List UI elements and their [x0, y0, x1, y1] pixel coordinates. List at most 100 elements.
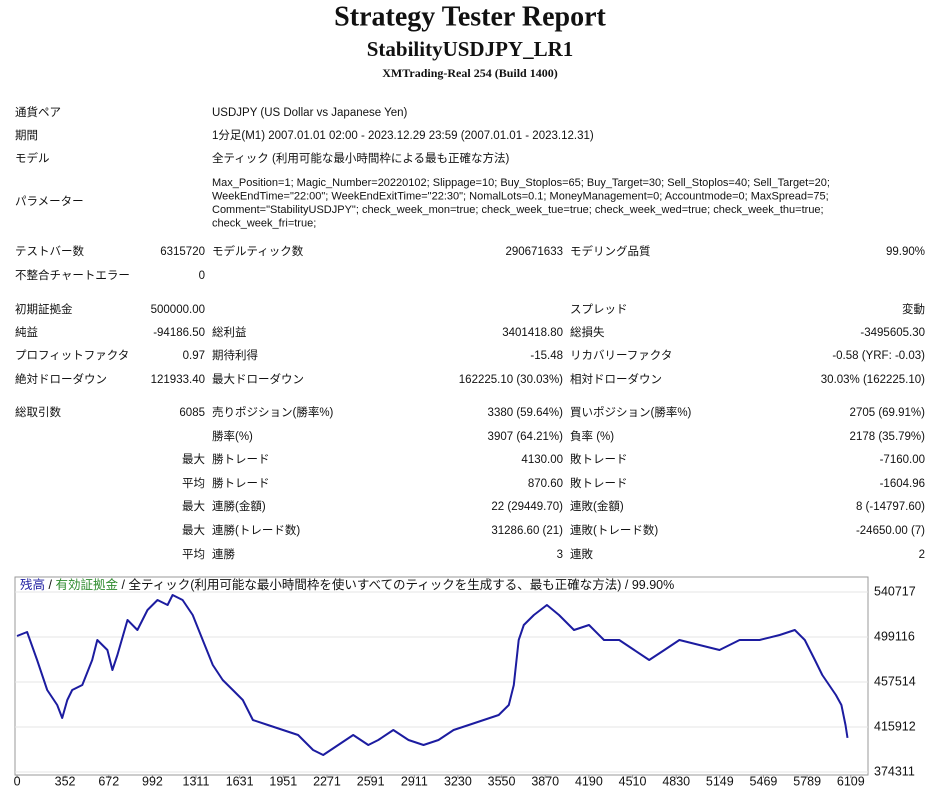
- legend-quality: 99.90%: [632, 578, 674, 592]
- cell-value: 2705 (69.91%): [850, 407, 926, 419]
- cell-value: 6085: [179, 407, 205, 419]
- cell-value: 870.60: [528, 478, 563, 490]
- cell-label: 絶対ドローダウン: [15, 372, 107, 386]
- cell-label: 不整合チャートエラー: [15, 268, 130, 282]
- cell-value: 121933.40: [151, 374, 205, 386]
- legend-model: 全ティック(利用可能な最小時間枠を使いすべてのティックを生成する、最も正確な方法…: [128, 577, 621, 592]
- cell-value: -24650.00 (7): [856, 525, 925, 537]
- legend-balance: 残高: [20, 577, 45, 592]
- cell-label: 通貨ペア: [15, 105, 61, 119]
- cell-label: 連勝(金額): [212, 499, 266, 513]
- y-tick-label: 374311: [874, 764, 915, 778]
- cell-value: 平均: [182, 477, 205, 490]
- parameter-line: WeekEndTime="22:00"; WeekEndExitTime="22…: [212, 190, 829, 202]
- cell-label: 勝トレード: [212, 476, 270, 490]
- cell-value: 変動: [902, 302, 925, 316]
- cell-value: 0: [199, 270, 205, 282]
- cell-value: 平均: [182, 548, 205, 561]
- cell-label: 純益: [15, 325, 38, 339]
- cell-value: 162225.10 (30.03%): [459, 374, 563, 386]
- cell-label: 初期証拠金: [15, 302, 73, 316]
- cell-label: テストバー数: [15, 244, 84, 258]
- cell-label: 最大ドローダウン: [212, 372, 304, 386]
- x-tick-label: 2591: [357, 774, 385, 788]
- cell-label: モデルティック数: [212, 244, 304, 258]
- x-tick-label: 4830: [662, 774, 690, 788]
- cell-value: 最大: [182, 452, 205, 466]
- cell-label: 連勝(トレード数): [212, 523, 300, 537]
- subtitle: StabilityUSDJPY_LR1: [367, 37, 574, 61]
- cell-value: 0.97: [183, 350, 205, 362]
- cell-label: 連敗(トレード数): [570, 523, 658, 537]
- legend-equity: 有効証拠金: [55, 577, 118, 592]
- x-tick-label: 672: [98, 774, 119, 788]
- cell-value: 4130.00: [521, 454, 563, 466]
- cell-value: 全ティック (利用可能な最小時間枠による最も正確な方法): [212, 151, 509, 165]
- y-tick-label: 540717: [874, 584, 916, 598]
- cell-value: 最大: [182, 523, 205, 537]
- x-tick-label: 6109: [837, 774, 865, 788]
- cell-value: 最大: [182, 499, 205, 513]
- cell-value: 3: [557, 549, 563, 561]
- cell-label: 買いポジション(勝率%): [570, 405, 692, 419]
- parameter-line: Comment="StabilityUSDJPY"; check_week_mo…: [212, 204, 824, 216]
- cell-label: 総利益: [212, 325, 247, 339]
- cell-value: 22 (29449.70): [491, 501, 563, 513]
- cell-value: 3907 (64.21%): [488, 431, 564, 443]
- cell-value: 8 (-14797.60): [856, 501, 925, 513]
- cell-value: -7160.00: [880, 454, 925, 466]
- y-tick-label: 457514: [874, 674, 916, 688]
- parameter-line: check_week_fri=true;: [212, 217, 316, 229]
- cell-value: -94186.50: [153, 327, 205, 339]
- x-tick-label: 2271: [313, 774, 341, 788]
- cell-value: 2178 (35.79%): [850, 431, 926, 443]
- legend-separator: /: [49, 578, 53, 592]
- cell-label: モデリング品質: [570, 244, 651, 258]
- cell-value: 3380 (59.64%): [488, 407, 564, 419]
- x-tick-label: 3550: [488, 774, 516, 788]
- cell-label: 期間: [15, 129, 38, 142]
- cell-label: 売りポジション(勝率%): [212, 405, 334, 419]
- cell-label: 連勝: [212, 547, 235, 561]
- legend-separator: /: [625, 578, 629, 592]
- cell-label: リカバリーファクタ: [570, 349, 672, 362]
- x-tick-label: 4190: [575, 774, 603, 788]
- x-tick-label: 5149: [706, 774, 734, 788]
- cell-label: 連敗(金額): [570, 499, 624, 513]
- cell-value: -3495605.30: [860, 327, 925, 339]
- x-tick-label: 0: [14, 774, 21, 788]
- cell-label: 総取引数: [15, 405, 61, 419]
- cell-value: 6315720: [160, 246, 205, 258]
- x-tick-label: 352: [55, 774, 76, 788]
- cell-label: プロフィットファクタ: [15, 349, 129, 362]
- x-tick-label: 2911: [401, 774, 428, 788]
- cell-label: 連敗: [570, 547, 593, 561]
- parameter-line: Max_Position=1; Magic_Number=20220102; S…: [212, 177, 830, 189]
- cell-label: 相対ドローダウン: [570, 372, 662, 386]
- cell-value: 30.03% (162225.10): [821, 374, 925, 386]
- cell-value: 290671633: [505, 246, 563, 258]
- x-tick-label: 3230: [444, 774, 472, 788]
- cell-label: 負率 (%): [570, 429, 614, 443]
- balance-line: [16, 594, 849, 756]
- cell-label: 勝率(%): [212, 429, 253, 443]
- cell-label: 敗トレード: [570, 452, 628, 466]
- cell-label: 期待利得: [212, 348, 258, 362]
- x-tick-label: 1631: [226, 774, 254, 788]
- cell-value: 1分足(M1) 2007.01.01 02:00 - 2023.12.29 23…: [212, 129, 594, 142]
- cell-label: モデル: [15, 151, 50, 165]
- x-tick-label: 5469: [750, 774, 778, 788]
- x-tick-label: 5789: [793, 774, 821, 788]
- title: Strategy Tester Report: [334, 1, 606, 32]
- cell-label: 総損失: [570, 325, 605, 339]
- cell-label: 勝トレード: [212, 452, 270, 466]
- build: XMTrading-Real 254 (Build 1400): [382, 66, 557, 80]
- cell-label: スプレッド: [570, 303, 628, 316]
- x-tick-label: 1311: [183, 774, 210, 788]
- cell-label: パラメーター: [15, 195, 84, 208]
- cell-value: -1604.96: [880, 478, 925, 490]
- cell-value: USDJPY (US Dollar vs Japanese Yen): [212, 107, 408, 119]
- cell-value: 99.90%: [886, 246, 925, 258]
- legend: 残高 / 有効証拠金 / 全ティック(利用可能な最小時間枠を使いすべてのティック…: [20, 577, 674, 592]
